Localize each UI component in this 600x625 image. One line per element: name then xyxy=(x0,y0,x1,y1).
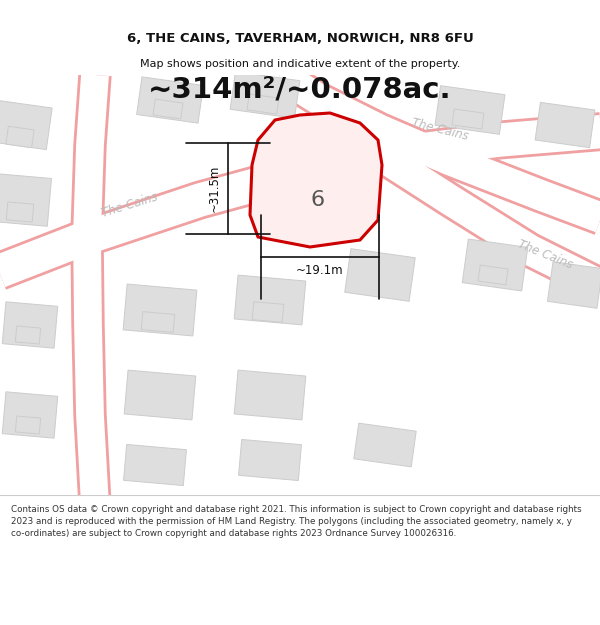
Text: The Cains: The Cains xyxy=(515,238,574,272)
Polygon shape xyxy=(345,249,415,301)
Text: Map shows position and indicative extent of the property.: Map shows position and indicative extent… xyxy=(140,59,460,69)
Polygon shape xyxy=(0,101,52,149)
Polygon shape xyxy=(141,312,175,332)
Polygon shape xyxy=(2,302,58,348)
Polygon shape xyxy=(230,72,300,118)
Polygon shape xyxy=(547,262,600,308)
Polygon shape xyxy=(16,416,41,434)
Text: ~19.1m: ~19.1m xyxy=(296,264,344,278)
Text: The Cains: The Cains xyxy=(410,117,470,143)
Polygon shape xyxy=(16,326,41,344)
Polygon shape xyxy=(478,265,508,285)
Polygon shape xyxy=(6,126,34,148)
Polygon shape xyxy=(435,86,505,134)
Polygon shape xyxy=(462,239,528,291)
Polygon shape xyxy=(6,202,34,222)
Polygon shape xyxy=(452,109,484,129)
Polygon shape xyxy=(535,102,595,148)
Text: The Cains: The Cains xyxy=(100,190,160,220)
Polygon shape xyxy=(239,439,301,481)
Text: 6, THE CAINS, TAVERHAM, NORWICH, NR8 6FU: 6, THE CAINS, TAVERHAM, NORWICH, NR8 6FU xyxy=(127,32,473,46)
Polygon shape xyxy=(124,370,196,420)
Polygon shape xyxy=(252,302,284,322)
Polygon shape xyxy=(0,174,52,226)
Text: ~314m²/~0.078ac.: ~314m²/~0.078ac. xyxy=(148,75,452,103)
Polygon shape xyxy=(124,444,187,486)
Text: ~31.5m: ~31.5m xyxy=(208,165,221,212)
Polygon shape xyxy=(123,284,197,336)
Polygon shape xyxy=(234,275,306,325)
Polygon shape xyxy=(234,370,306,420)
Polygon shape xyxy=(354,423,416,467)
Polygon shape xyxy=(153,99,183,119)
Polygon shape xyxy=(2,392,58,438)
Polygon shape xyxy=(247,94,279,114)
Text: Contains OS data © Crown copyright and database right 2021. This information is : Contains OS data © Crown copyright and d… xyxy=(11,506,581,538)
Polygon shape xyxy=(137,77,203,123)
Text: 6: 6 xyxy=(311,190,325,210)
Polygon shape xyxy=(250,113,382,247)
